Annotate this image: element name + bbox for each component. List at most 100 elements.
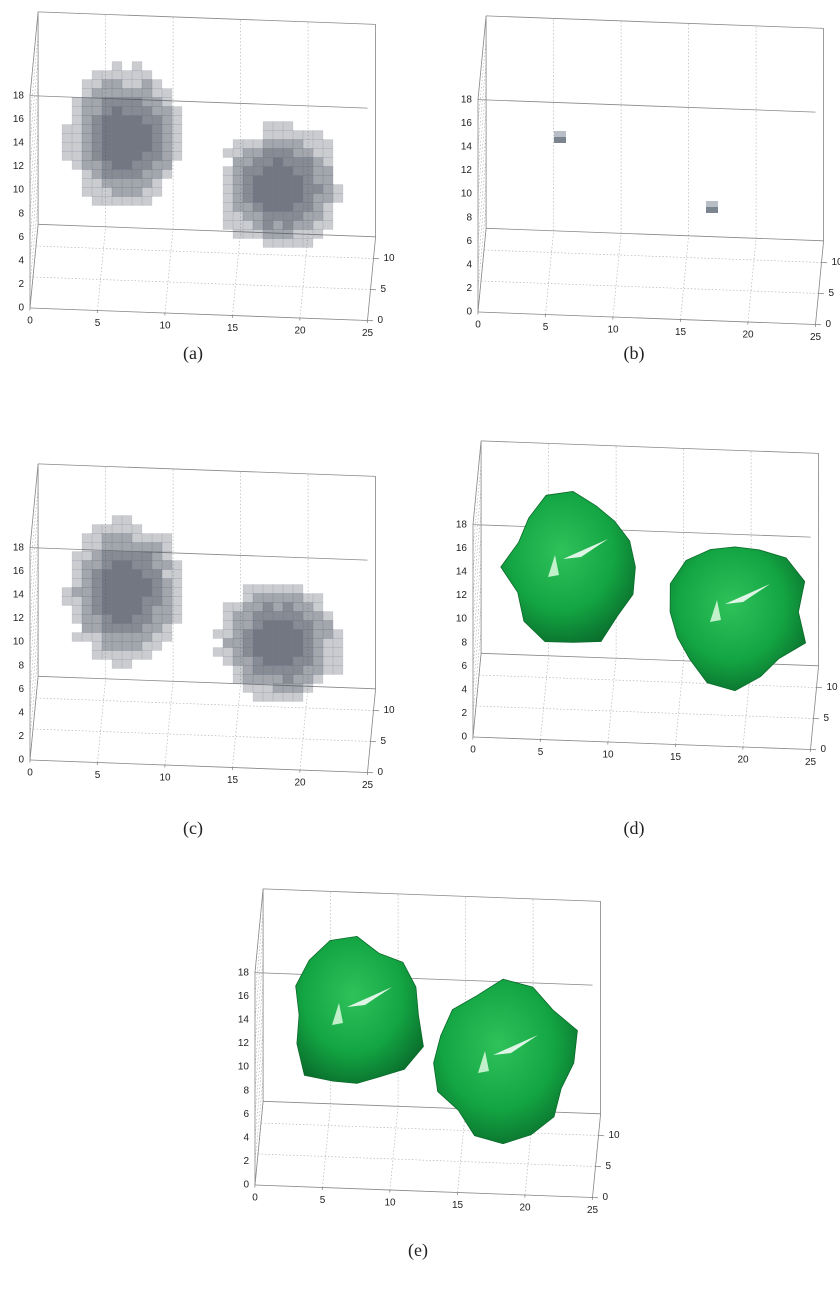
voxel [92, 134, 102, 143]
voxel [213, 648, 223, 657]
voxel [162, 543, 172, 552]
voxel [223, 194, 233, 203]
voxel [283, 230, 293, 239]
voxel [132, 152, 142, 161]
voxel [243, 203, 253, 212]
voxel [293, 666, 303, 675]
voxel [273, 603, 283, 612]
voxel [92, 152, 102, 161]
voxel [62, 152, 72, 161]
voxel [333, 194, 343, 203]
voxel [122, 651, 132, 660]
voxel [162, 98, 172, 107]
voxel [323, 648, 333, 657]
z-tick-label: 18 [13, 90, 25, 101]
voxel [293, 176, 303, 185]
voxel [142, 107, 152, 116]
voxel [253, 621, 263, 630]
voxel [122, 179, 132, 188]
voxel [273, 675, 283, 684]
voxel [223, 621, 233, 630]
voxel [132, 534, 142, 543]
voxel [263, 693, 273, 702]
voxel [323, 630, 333, 639]
voxel [233, 230, 243, 239]
grid-line [98, 227, 106, 311]
voxel [152, 98, 162, 107]
voxel [273, 167, 283, 176]
grid-line [458, 1109, 466, 1193]
voxel [72, 615, 82, 624]
surface [501, 491, 636, 642]
voxel [243, 194, 253, 203]
grid-line [676, 661, 684, 745]
z-tick-label: 14 [456, 566, 468, 577]
voxel [313, 603, 323, 612]
box-edge [255, 889, 263, 973]
voxel [102, 170, 112, 179]
voxel [142, 597, 152, 606]
voxel [82, 80, 92, 89]
voxel [233, 675, 243, 684]
voxel [263, 221, 273, 230]
voxel [233, 194, 243, 203]
x-tick-label: 5 [95, 770, 101, 781]
voxel [243, 221, 253, 230]
voxel [253, 167, 263, 176]
voxel [132, 170, 142, 179]
voxel [152, 143, 162, 152]
voxel [92, 143, 102, 152]
voxel [263, 158, 273, 167]
voxel [253, 212, 263, 221]
voxel [152, 588, 162, 597]
voxel [122, 188, 132, 197]
voxel [122, 89, 132, 98]
voxel [122, 107, 132, 116]
voxel [142, 615, 152, 624]
voxel [112, 651, 122, 660]
voxel [142, 143, 152, 152]
voxel [233, 621, 243, 630]
voxel [82, 125, 92, 134]
voxel [72, 552, 82, 561]
voxel [313, 630, 323, 639]
grid-line [478, 158, 486, 242]
voxel [82, 588, 92, 597]
voxel [253, 666, 263, 675]
voxel [253, 603, 263, 612]
voxel [72, 134, 82, 143]
grid-line [479, 675, 817, 688]
grid-line [30, 582, 38, 666]
voxel [142, 552, 152, 561]
voxel [233, 648, 243, 657]
grid-line [478, 110, 486, 194]
voxel [112, 197, 122, 206]
voxel [132, 71, 142, 80]
z-tick-label: 6 [466, 236, 472, 247]
voxel [243, 621, 253, 630]
voxel [142, 71, 152, 80]
voxel [243, 176, 253, 185]
z-tick-label: 16 [238, 991, 250, 1002]
voxel [313, 194, 323, 203]
voxel [273, 648, 283, 657]
voxel [293, 585, 303, 594]
box-edge [811, 666, 819, 750]
voxel [162, 152, 172, 161]
voxel [273, 203, 283, 212]
z-tick-label: 18 [13, 542, 25, 553]
voxel [72, 606, 82, 615]
voxel [82, 143, 92, 152]
z-tick-label: 0 [461, 732, 467, 743]
voxel [243, 212, 253, 221]
voxel [112, 143, 122, 152]
surface [434, 979, 578, 1143]
voxel [162, 534, 172, 543]
grid-line [478, 205, 486, 289]
box-edge [263, 889, 600, 902]
voxel [112, 624, 122, 633]
z-tick-label: 10 [456, 614, 468, 625]
voxel [82, 534, 92, 543]
voxel [293, 221, 303, 230]
y-tick-label: 0 [603, 1192, 609, 1203]
